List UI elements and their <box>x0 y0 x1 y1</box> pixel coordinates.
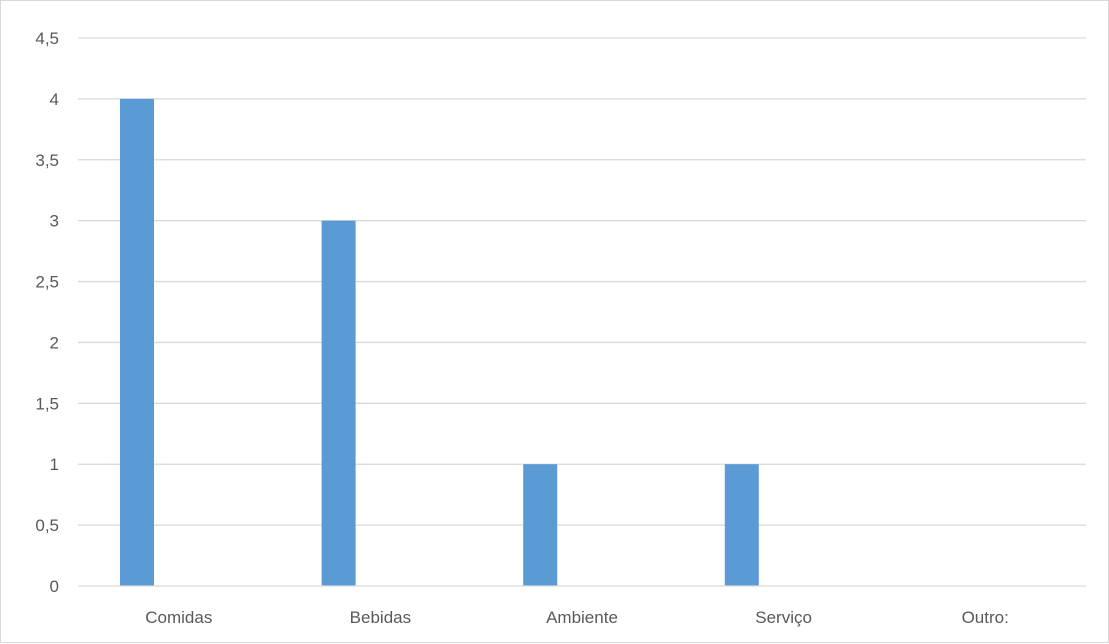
y-tick-label: 1 <box>50 455 59 474</box>
y-tick-label: 2,5 <box>35 273 59 292</box>
x-tick-label: Comidas <box>145 608 212 627</box>
y-tick-label: 0,5 <box>35 516 59 535</box>
bar <box>321 220 356 586</box>
x-tick-label: Serviço <box>755 608 812 627</box>
x-axis-category-labels: Comidas Bebidas Ambiente Serviço Outro: <box>145 608 1009 627</box>
y-tick-label: 3,5 <box>35 151 59 170</box>
x-tick-label: Outro: <box>962 608 1009 627</box>
gridlines <box>78 37 1086 526</box>
bar <box>724 464 759 586</box>
y-tick-label: 0 <box>50 577 59 596</box>
y-tick-label: 1,5 <box>35 394 59 413</box>
y-tick-label: 4,5 <box>35 29 59 48</box>
bar <box>120 98 154 586</box>
y-tick-label: 4 <box>50 90 59 109</box>
x-tick-label: Bebidas <box>350 608 411 627</box>
y-tick-label: 2 <box>50 333 59 352</box>
x-tick-label: Ambiente <box>546 608 618 627</box>
bar <box>523 464 558 586</box>
bars <box>120 98 759 586</box>
y-axis-tick-labels: 0 0,5 1 1,5 2 2,5 3 3,5 4 4,5 <box>35 29 59 596</box>
y-tick-label: 3 <box>50 212 59 231</box>
